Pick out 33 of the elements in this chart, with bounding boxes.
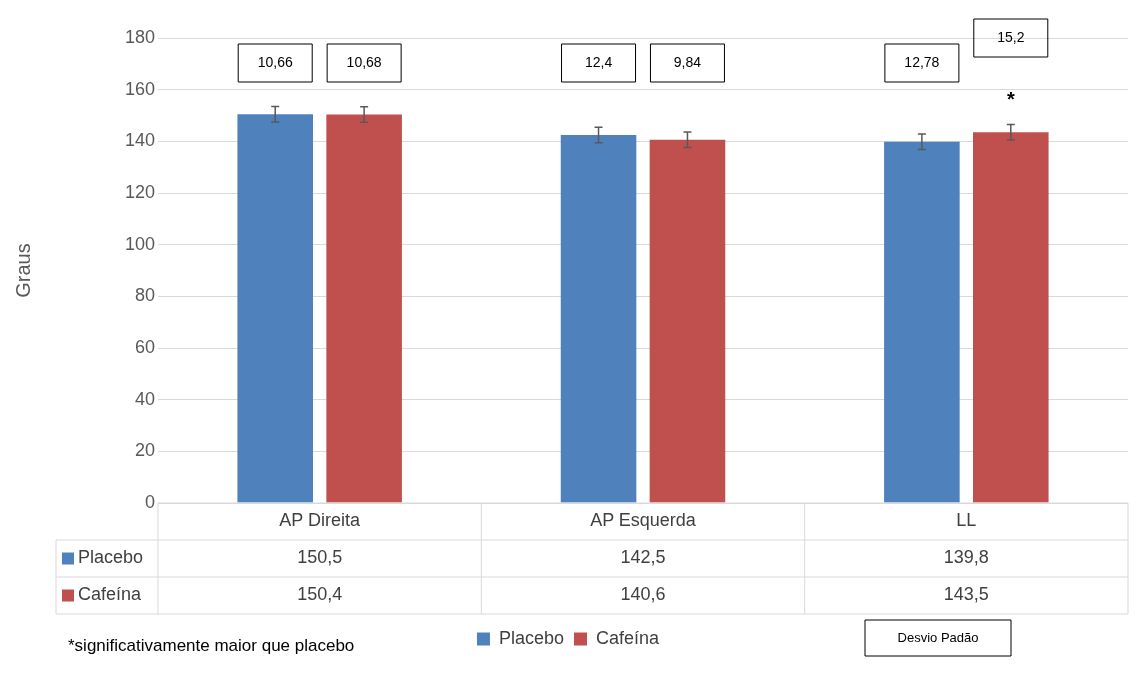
annotation: 12,78 — [904, 53, 940, 70]
y-tick-label: 20 — [134, 440, 155, 461]
data-label: 142,5 — [620, 547, 666, 568]
y-tick-label: 160 — [124, 78, 155, 99]
annotation: 10,68 — [346, 53, 382, 70]
text: Placebo — [498, 627, 565, 648]
annotation: 12,4 — [584, 53, 613, 70]
x-tick-label: AP Direita — [279, 510, 362, 531]
annotation: * — [1006, 87, 1015, 110]
annotation: 15,2 — [997, 28, 1025, 45]
data-label: 150,5 — [297, 547, 343, 568]
y-tick-label: 120 — [124, 181, 155, 202]
y-tick-label: 100 — [124, 233, 155, 254]
data-label: 150,4 — [297, 584, 343, 605]
legend-label: Cafeína — [596, 627, 661, 648]
annotation: 10,66 — [257, 53, 293, 70]
text: Cafeína — [78, 584, 142, 605]
x-tick-label: LL — [956, 510, 977, 531]
y-tick-label: 180 — [124, 26, 155, 47]
y-tick-label: 140 — [124, 130, 155, 151]
y-tick-label: 40 — [134, 388, 155, 409]
data-label: 143,5 — [943, 584, 989, 605]
y-tick-label: 0 — [144, 491, 155, 512]
y-axis-title: Graus — [11, 243, 34, 298]
data-label: 139,8 — [943, 547, 989, 568]
text: Desvio Padão — [897, 629, 979, 645]
legend-label: Placebo — [78, 547, 144, 568]
data-label: 140,6 — [620, 584, 666, 605]
annotation: 9,84 — [673, 53, 702, 70]
text: *significativamente maior que placebo — [68, 635, 355, 655]
x-tick-label: AP Esquerda — [590, 510, 697, 531]
y-tick-label: 60 — [134, 336, 155, 357]
y-tick-label: 80 — [134, 285, 155, 306]
